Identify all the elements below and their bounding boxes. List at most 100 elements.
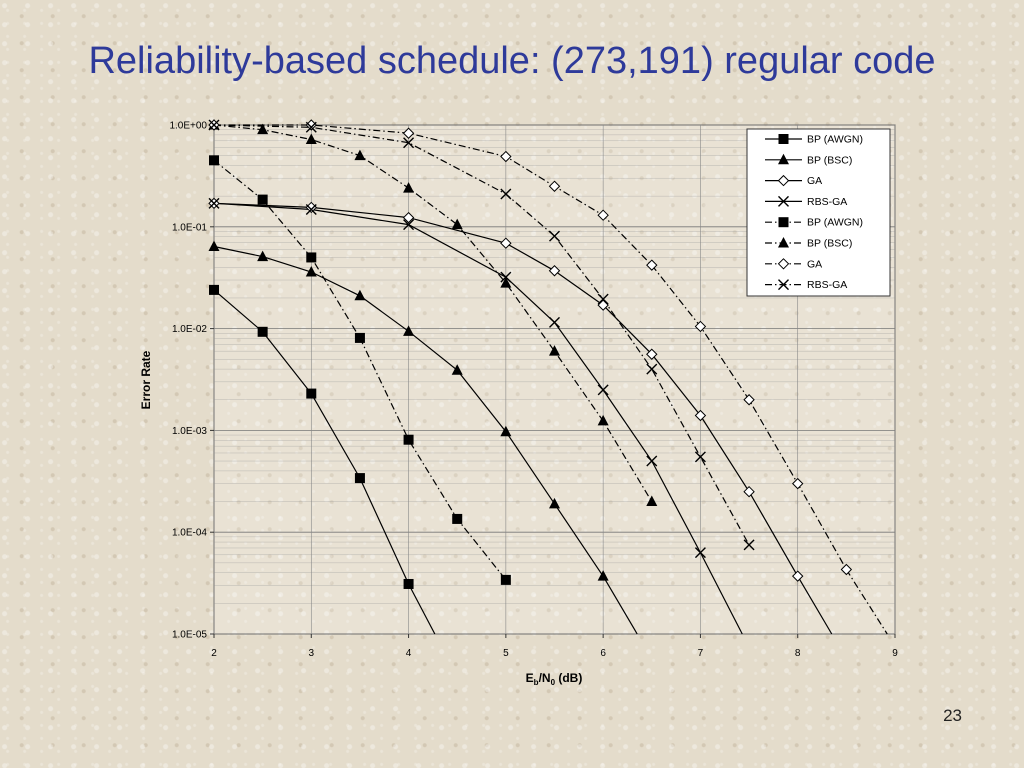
y-tick-label: 1.0E-03 bbox=[172, 426, 207, 437]
data-point-marker bbox=[743, 394, 755, 406]
legend-label: GA bbox=[807, 258, 822, 270]
data-point-marker bbox=[209, 155, 219, 166]
series-extension-2 bbox=[602, 575, 638, 635]
legend-label: RBS-GA bbox=[807, 196, 847, 208]
data-point-marker bbox=[646, 363, 658, 375]
axis-ticks: 1.0E+00 1.0E-01 1.0E-02 1.0E-03 1.0E-04 1.0E-… bbox=[169, 121, 898, 660]
legend-label: RBS-GA bbox=[807, 279, 847, 291]
data-point-marker bbox=[305, 133, 317, 145]
x-axis-label: Eb/N0 (dB) bbox=[526, 671, 583, 687]
data-point-marker bbox=[305, 265, 317, 277]
data-point-marker bbox=[305, 203, 317, 215]
data-point-marker bbox=[743, 539, 755, 551]
data-point-marker bbox=[646, 348, 658, 360]
data-point-marker bbox=[500, 425, 512, 437]
data-point-marker bbox=[257, 123, 269, 135]
data-point-marker bbox=[403, 578, 414, 589]
series-line-4 bbox=[213, 202, 701, 553]
data-point-marker bbox=[597, 570, 609, 581]
x-tick-label: 8 bbox=[795, 648, 801, 659]
data-point-marker bbox=[646, 259, 658, 271]
series-extension-1 bbox=[408, 583, 436, 635]
data-point-marker bbox=[840, 563, 853, 576]
slide-title: Reliability-based schedule: (273,191) re… bbox=[88, 40, 936, 82]
data-point-marker bbox=[500, 574, 511, 585]
data-point-marker bbox=[403, 219, 415, 231]
legend-marker bbox=[778, 217, 789, 228]
legend-marker bbox=[778, 134, 789, 144]
legend: BP (AWGN) BP (BSC) GA RBS-GA BP (AWGN) BP (BS… bbox=[746, 128, 891, 297]
x-axis-label-unit: (dB) bbox=[555, 671, 582, 685]
legend-label: BP (AWGN) bbox=[807, 134, 863, 146]
data-point-marker bbox=[500, 277, 512, 288]
data-point-marker bbox=[209, 284, 219, 295]
data-point-marker bbox=[306, 388, 317, 399]
legend-label: BP (AWGN) bbox=[807, 217, 863, 229]
legend-label: GA bbox=[807, 175, 822, 187]
x-tick-label: 3 bbox=[309, 648, 315, 659]
data-point-marker bbox=[354, 473, 365, 484]
page-number: 23 bbox=[943, 706, 962, 725]
x-tick-label: 7 bbox=[698, 648, 704, 659]
legend-label: BP (BSC) bbox=[807, 238, 852, 250]
y-tick-label: 1.0E+00 bbox=[169, 121, 207, 132]
series-extension-7 bbox=[845, 569, 888, 635]
data-point-marker bbox=[257, 194, 268, 205]
x-axis-label-n: /N bbox=[539, 671, 551, 685]
data-point-marker bbox=[646, 495, 658, 507]
data-point-marker bbox=[452, 513, 463, 524]
legend-marker bbox=[778, 195, 789, 207]
data-point-marker bbox=[743, 485, 755, 498]
x-axis-label-sub-b: b bbox=[534, 678, 539, 687]
data-point-marker bbox=[257, 250, 269, 262]
x-tick-label: 9 bbox=[892, 648, 898, 659]
y-tick-label: 1.0E-05 bbox=[172, 630, 207, 641]
data-point-marker bbox=[792, 570, 804, 582]
data-point-marker bbox=[208, 240, 220, 252]
legend-entries: BP (AWGN) BP (BSC) GA RBS-GA BP (AWGN) BP (BS… bbox=[765, 134, 863, 291]
data-point-marker bbox=[549, 230, 560, 242]
data-point-marker bbox=[208, 119, 220, 131]
data-point-marker bbox=[451, 218, 463, 230]
data-point-marker bbox=[403, 182, 415, 193]
data-point-marker bbox=[451, 364, 463, 375]
data-point-marker bbox=[694, 320, 707, 333]
data-point-marker bbox=[500, 150, 512, 163]
data-point-marker bbox=[402, 127, 415, 139]
legend-marker bbox=[778, 237, 789, 248]
series-extension-4 bbox=[699, 552, 743, 635]
data-point-marker bbox=[549, 316, 560, 328]
series-line-6 bbox=[213, 124, 653, 502]
data-point-marker bbox=[354, 289, 366, 301]
x-axis-label-e: E bbox=[526, 671, 534, 685]
data-point-marker bbox=[402, 211, 415, 224]
data-point-marker bbox=[597, 209, 609, 221]
x-tick-label: 6 bbox=[600, 648, 606, 659]
data-point-marker bbox=[694, 547, 706, 559]
data-point-marker bbox=[694, 409, 707, 422]
data-point-marker bbox=[597, 293, 609, 305]
data-point-marker bbox=[597, 414, 609, 426]
data-point-marker bbox=[208, 197, 220, 209]
legend-marker bbox=[778, 153, 789, 165]
y-tick-label: 1.0E-02 bbox=[172, 324, 207, 335]
data-point-marker bbox=[354, 332, 365, 343]
data-point-marker bbox=[305, 121, 317, 133]
x-tick-label: 5 bbox=[503, 648, 509, 659]
data-point-marker bbox=[403, 325, 415, 336]
data-point-marker bbox=[306, 252, 317, 263]
data-point-marker bbox=[694, 451, 706, 463]
data-point-marker bbox=[597, 299, 609, 311]
y-axis-label: Error Rate bbox=[139, 350, 153, 409]
data-point-marker bbox=[500, 188, 512, 200]
y-tick-label: 1.0E-04 bbox=[172, 528, 207, 539]
y-tick-label: 1.0E-01 bbox=[172, 222, 207, 233]
x-tick-label: 4 bbox=[406, 648, 412, 659]
data-point-marker bbox=[354, 149, 366, 161]
data-point-marker bbox=[549, 497, 560, 509]
data-point-marker bbox=[646, 455, 658, 467]
series-extension-3 bbox=[797, 575, 833, 635]
x-axis-label-sub-0: 0 bbox=[551, 678, 556, 687]
data-point-marker bbox=[257, 326, 268, 337]
